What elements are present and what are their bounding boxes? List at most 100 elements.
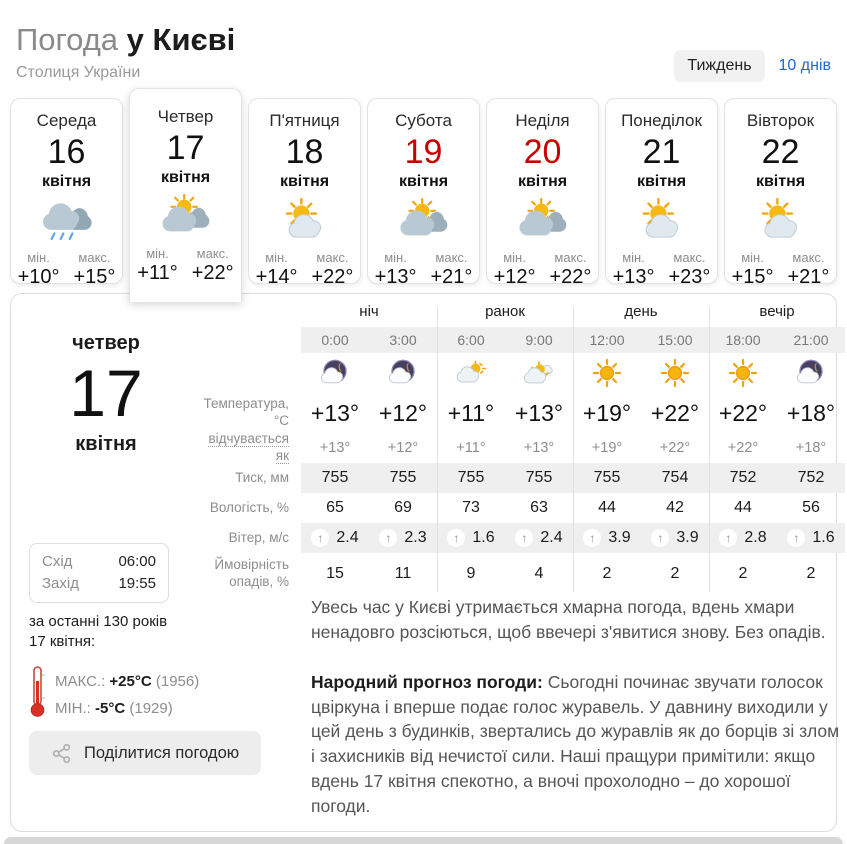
wind-row-label: Вітер, м/с	[228, 529, 289, 545]
moon-cloud-icon	[793, 358, 829, 388]
pressure-value: 752	[797, 469, 825, 486]
time-cell: 3:00	[389, 332, 417, 348]
temperature-value: +13°	[310, 399, 360, 426]
time-cell: 18:00	[725, 332, 761, 348]
wind-value: 2.8	[744, 529, 767, 546]
max-label: макс.	[435, 250, 468, 266]
sun-behind-clouds-icon	[157, 193, 215, 237]
summary-paragraph: Увесь час у Києві утримається хмарна пог…	[311, 597, 826, 642]
wind-direction-arrow-icon: ↑	[379, 529, 398, 547]
precipitation-value: 2	[806, 565, 816, 582]
day-detail-panel: четвер 17 квітня Схід 06:00 Захід 19:55 за…	[10, 293, 845, 832]
moon-cloud-icon	[317, 358, 353, 388]
day-name: Вівторок	[746, 111, 815, 130]
sun-small-cloud-icon	[752, 197, 810, 241]
pressure-value: 755	[593, 469, 621, 486]
ten-days-link[interactable]: 10 днів	[778, 57, 831, 74]
week-toggle-button[interactable]: Тиждень	[674, 50, 765, 82]
day-name: Середа	[36, 111, 97, 130]
wind-value: 2.4	[336, 529, 359, 546]
min-temp: +12°	[493, 266, 536, 289]
day-date: 22	[761, 133, 800, 171]
time-cell: 0:00	[321, 332, 349, 348]
day-date: 18	[285, 133, 324, 171]
group-divider	[573, 306, 574, 592]
day-name: Неділя	[515, 111, 570, 130]
precipitation-value: 15	[326, 565, 344, 582]
day-card-wednesday[interactable]: Середа 16 квітня мін. +10° макс. +15°	[10, 98, 123, 288]
day-card-monday[interactable]: Понеділок 21 квітня мін. +13° макс. +23°	[605, 98, 718, 288]
wind-direction-arrow-icon: ↑	[787, 529, 806, 547]
forecast-summary: Увесь час у Києві утримається хмарна пог…	[311, 595, 843, 819]
pressure-value: 752	[729, 469, 757, 486]
wind-direction-arrow-icon: ↑	[515, 529, 534, 547]
min-label: мін.	[265, 250, 288, 266]
thermometer-icon	[30, 665, 45, 717]
pressure-value: 755	[389, 469, 417, 486]
sun-icon	[589, 358, 625, 388]
humidity-value: 56	[802, 499, 820, 516]
max-label: макс.	[673, 250, 706, 266]
sunrise-label: Схід	[42, 553, 73, 570]
climate-records-block: за останні 130 років 17 квітня: МАКС.: +2…	[29, 612, 289, 725]
max-label: макс.	[196, 246, 229, 262]
wind-value: 1.6	[472, 529, 495, 546]
sun-behind-light-clouds-icon	[521, 358, 557, 388]
rain-clouds-icon	[38, 197, 96, 241]
day-card-saturday[interactable]: Субота 19 квітня мін. +13° макс. +21°	[367, 98, 480, 288]
day-date: 19	[404, 133, 443, 171]
daypart-night: ніч	[359, 303, 379, 320]
min-temp: +13°	[612, 266, 655, 289]
daypart-header-row: ніч ранок день вечір	[301, 303, 846, 327]
time-row: 0:00 3:00 6:00 9:00 12:00 15:00 18:00 21…	[196, 327, 846, 353]
sunset-label: Захід	[42, 574, 79, 592]
selected-day-block: четвер 17 квітня	[31, 332, 181, 456]
feels-like-value: +19°	[591, 440, 623, 456]
max-label: макс.	[316, 250, 349, 266]
day-card-thursday-selected[interactable]: Четвер 17 квітня мін. +11° макс. +22°	[129, 88, 242, 302]
precipitation-value: 2	[670, 565, 680, 582]
day-month: квітня	[398, 173, 449, 191]
pressure-row: Тиск, мм 755 755 755 755 755 754 752 752	[196, 463, 846, 493]
min-label: мін.	[146, 246, 169, 262]
wind-direction-arrow-icon: ↑	[719, 529, 738, 547]
precipitation-row: Ймовірність опадів, % 15 11 9 4 2 2 2 2	[196, 553, 846, 595]
day-card-tuesday[interactable]: Вівторок 22 квітня мін. +15° макс. +21°	[724, 98, 837, 288]
pressure-value: 754	[661, 469, 689, 486]
precipitation-value: 11	[394, 565, 412, 582]
share-button-label: Поділитися погодою	[84, 743, 240, 762]
humidity-value: 73	[462, 499, 480, 516]
min-temp: +14°	[255, 266, 298, 289]
min-label: мін.	[27, 250, 50, 266]
min-temp: +15°	[731, 266, 774, 289]
wind-direction-arrow-icon: ↑	[583, 529, 602, 547]
wind-value: 3.9	[676, 529, 699, 546]
day-card-friday[interactable]: П'ятниця 18 квітня мін. +14° макс. +22°	[248, 98, 361, 288]
sun-behind-light-cloud-icon	[453, 358, 489, 388]
day-card-sunday[interactable]: Неділя 20 квітня мін. +12° макс. +22°	[486, 98, 599, 288]
feels-like-row-label[interactable]: відчувається як	[208, 431, 289, 464]
time-cell: 12:00	[589, 332, 625, 348]
group-divider	[437, 306, 438, 592]
day-month: квітня	[160, 169, 211, 187]
wind-direction-arrow-icon: ↑	[651, 529, 670, 547]
week-strip: Середа 16 квітня мін. +10° макс. +15° Четв…	[0, 88, 847, 302]
min-label: мін.	[384, 250, 407, 266]
temperature-value: +13°	[514, 399, 564, 426]
page-subtitle: Столиця України	[16, 64, 141, 81]
temperature-value: +12°	[378, 399, 428, 426]
record-max: МАКС.: +25°C (1956)	[55, 672, 200, 690]
humidity-value: 65	[326, 499, 344, 516]
max-label: макс.	[792, 250, 825, 266]
temperature-value: +22°	[718, 399, 768, 426]
share-weather-button[interactable]: Поділитися погодою	[29, 731, 262, 775]
temperature-row-label: Температура, °C	[203, 396, 289, 428]
sunrise-sunset-box: Схід 06:00 Захід 19:55	[29, 543, 169, 603]
day-date: 20	[523, 133, 562, 171]
min-temp: +10°	[17, 266, 60, 289]
feels-like-row: відчувається як +13° +12° +11° +13° +19°…	[196, 431, 846, 464]
time-cell: 9:00	[525, 332, 553, 348]
sunset-time: 19:55	[118, 574, 156, 592]
daypart-day: день	[624, 303, 658, 320]
wind-value: 2.4	[540, 529, 563, 546]
